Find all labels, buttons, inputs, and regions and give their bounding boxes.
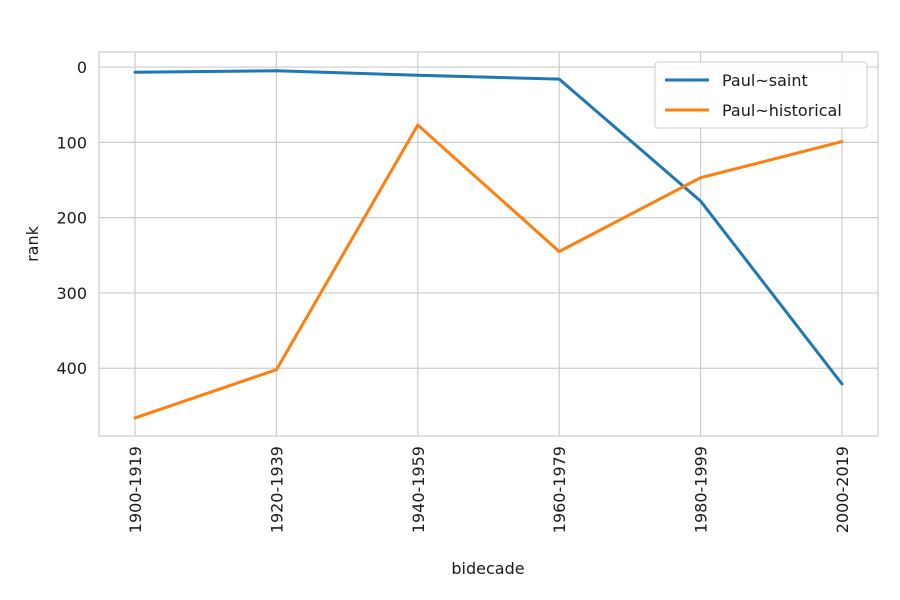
- legend: Paul~saint Paul~historical: [654, 61, 868, 129]
- x-axis-ticks: 1900-1919 1920-1939 1940-1959 1960-1979 1980…: [126, 446, 852, 533]
- x-tick-label: 1960-1979: [550, 446, 569, 533]
- series-lines: [133, 69, 844, 420]
- x-tick-label: 2000-2019: [833, 446, 852, 533]
- y-axis-label: rank: [23, 225, 42, 262]
- y-tick-label: 300: [56, 284, 87, 303]
- x-tick-label: 1940-1959: [409, 446, 428, 533]
- x-tick-label: 1980-1999: [692, 446, 711, 533]
- x-tick-label: 1900-1919: [126, 446, 145, 533]
- y-tick-label: 200: [56, 209, 87, 228]
- series-line-paul-saint: [133, 69, 844, 386]
- x-tick-label: 1920-1939: [267, 446, 286, 533]
- series-line-paul-historical: [133, 123, 844, 420]
- legend-label-paul-saint: Paul~saint: [722, 71, 808, 90]
- legend-label-paul-historical: Paul~historical: [722, 101, 842, 120]
- y-tick-label: 400: [56, 359, 87, 378]
- y-tick-label: 100: [56, 133, 87, 152]
- y-tick-label: 0: [77, 58, 87, 77]
- x-axis-label: bidecade: [451, 559, 524, 578]
- y-axis-ticks: 0 100 200 300 400: [56, 58, 87, 378]
